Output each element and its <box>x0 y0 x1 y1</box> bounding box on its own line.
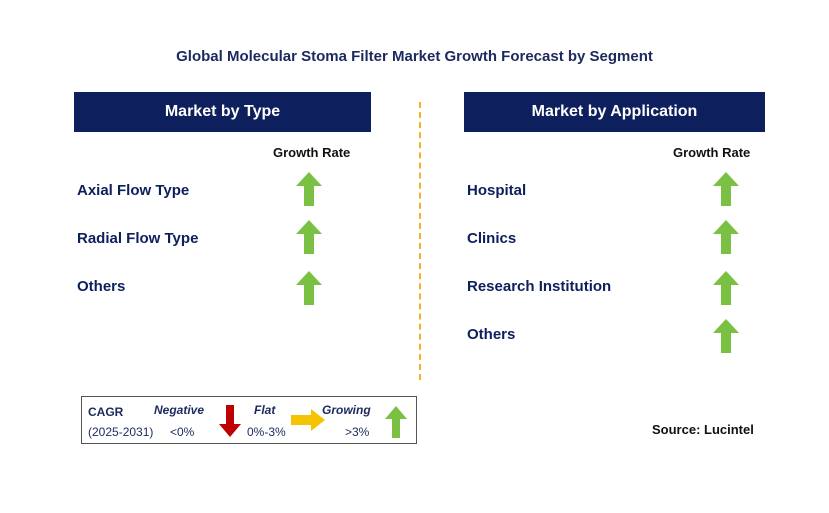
right-row-label: Research Institution <box>467 278 612 295</box>
market-by-application-header: Market by Application <box>464 92 765 132</box>
legend-growing-range: >3% <box>345 425 370 439</box>
legend-cagr-label: CAGR <box>88 405 124 419</box>
growing-arrow-icon <box>296 172 322 206</box>
cagr-legend: CAGR (2025-2031) Negative <0% Flat 0%-3%… <box>81 396 417 444</box>
left-row-label: Others <box>77 278 126 295</box>
legend-flat-range: 0%-3% <box>247 425 286 439</box>
growing-arrow-icon <box>385 406 407 438</box>
legend-period: (2025-2031) <box>88 425 154 439</box>
chart-title: Global Molecular Stoma Filter Market Gro… <box>176 48 653 65</box>
market-by-type-header: Market by Type <box>74 92 371 132</box>
right-growth-rate-label: Growth Rate <box>673 145 751 160</box>
growing-arrow-icon <box>296 271 322 305</box>
flat-arrow-icon <box>291 409 325 431</box>
right-row-label: Clinics <box>467 230 517 247</box>
growing-arrow-icon <box>713 271 739 305</box>
growing-arrow-icon <box>296 220 322 254</box>
negative-arrow-icon <box>219 405 241 437</box>
growing-arrow-icon <box>713 172 739 206</box>
right-row-label: Hospital <box>467 182 527 199</box>
left-growth-rate-label: Growth Rate <box>273 145 351 160</box>
growing-arrow-icon <box>713 319 739 353</box>
panel-divider <box>419 102 421 380</box>
legend-negative-label: Negative <box>154 403 205 417</box>
growing-arrow-icon <box>713 220 739 254</box>
left-row-label: Radial Flow Type <box>77 230 199 247</box>
left-row-label: Axial Flow Type <box>77 182 190 199</box>
legend-growing-label: Growing <box>322 403 371 417</box>
legend-flat-label: Flat <box>254 403 276 417</box>
source-label: Source: Lucintel <box>652 422 754 437</box>
legend-negative-range: <0% <box>170 425 195 439</box>
right-row-label: Others <box>467 326 516 343</box>
